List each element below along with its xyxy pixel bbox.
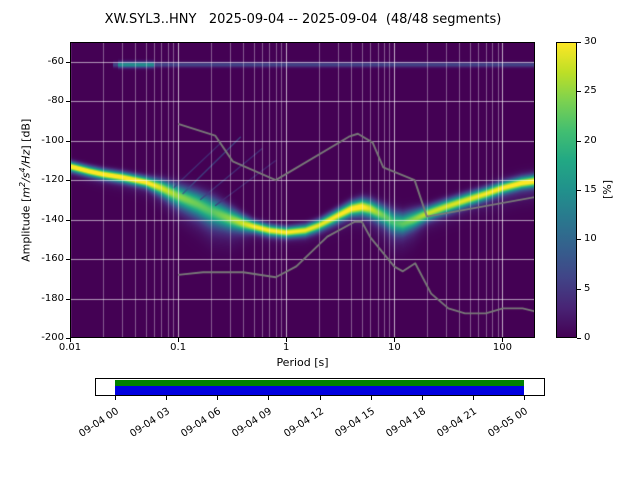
y-tick-mark — [66, 259, 70, 261]
y-axis-label-math: m — [19, 187, 33, 198]
timeline-tick-label-text: 09-04 12 — [281, 406, 326, 440]
x-tick-label: 0.1 — [170, 342, 187, 353]
colorbar-tick-label: 15 — [584, 184, 597, 195]
y-tick-mark — [66, 219, 70, 221]
colorbar-tick-mark — [577, 42, 581, 43]
timeline-tick-mark — [472, 396, 474, 400]
y-tick-mark — [66, 180, 70, 182]
timeline-tick-label-text: 09-04 00 — [77, 406, 121, 440]
timeline-tick-mark — [524, 396, 525, 400]
y-tick-mark — [66, 338, 70, 339]
y-tick-mark — [66, 298, 70, 300]
timeline-data-bar — [115, 386, 524, 395]
timeline-tick-mark — [370, 396, 372, 400]
x-tick-mark — [70, 338, 71, 342]
colorbar-tick-label: 5 — [584, 282, 591, 294]
y-tick-label: -120 — [41, 174, 64, 186]
ppsd-heatmap — [70, 42, 535, 338]
timeline-tick-mark — [268, 396, 270, 400]
y-tick-label: -80 — [47, 95, 64, 107]
timeline-tick-mark — [217, 396, 219, 400]
colorbar-frame — [556, 42, 577, 338]
x-tick-mark — [394, 338, 396, 342]
y-axis-label-math: /Hz — [19, 149, 33, 168]
timeline-tick-mark — [319, 396, 321, 400]
colorbar-tick-label: 10 — [584, 233, 597, 245]
y-tick-label: -160 — [41, 253, 64, 265]
timeline-tick-label-text: 09-05 00 — [486, 406, 530, 440]
x-tick-mark — [286, 338, 288, 342]
y-tick-label: -140 — [41, 213, 64, 225]
x-tick-mark — [178, 338, 180, 342]
timeline-tick-label-text: 09-04 03 — [128, 406, 173, 440]
colorbar-tick-mark — [577, 190, 581, 191]
colorbar-gradient — [557, 43, 576, 337]
timeline-tick-label-text: 09-04 06 — [179, 406, 224, 440]
colorbar-tick-mark — [577, 288, 581, 290]
timeline-tick-label-text: 09-04 18 — [384, 406, 428, 440]
colorbar-tick-mark — [577, 91, 581, 93]
x-tick-mark — [502, 338, 504, 342]
x-axis-label: Period [s] — [276, 356, 329, 369]
y-tick-mark — [66, 140, 70, 142]
y-tick-mark — [66, 61, 70, 63]
colorbar-label: [%] — [601, 179, 615, 200]
colorbar-tick-label: 25 — [584, 85, 597, 97]
timeline-coverage-bar — [115, 380, 524, 386]
y-tick-label: -100 — [41, 134, 64, 146]
colorbar-tick-label: 20 — [584, 134, 597, 146]
y-tick-mark — [66, 101, 70, 103]
colorbar-tick-mark — [577, 239, 581, 241]
y-axis-label-sup: 4 — [17, 167, 27, 173]
x-tick-label: 10 — [387, 342, 401, 353]
timeline-tick-label-text: 09-04 15 — [332, 406, 377, 440]
x-tick-label: 0.01 — [58, 342, 82, 353]
colorbar-tick-label: 0 — [584, 332, 591, 343]
colorbar-tick-label: 30 — [584, 36, 597, 47]
timeline-tick-label-text: 09-04 09 — [230, 406, 275, 440]
colorbar-tick-mark — [577, 338, 581, 339]
timeline-tick-mark — [115, 396, 116, 400]
y-tick-label: -180 — [41, 292, 64, 304]
x-tick-label: 1 — [283, 342, 290, 353]
timeline-tick-mark — [421, 396, 423, 400]
colorbar-tick-mark — [577, 140, 581, 142]
timeline-tick-mark — [166, 396, 168, 400]
chart-title: XW.SYL3..HNY 2025-09-04 -- 2025-09-04 (4… — [104, 12, 502, 27]
timeline-tick-label-text: 09-04 21 — [435, 406, 479, 440]
y-tick-label: -200 — [41, 332, 64, 343]
y-tick-label: -60 — [47, 55, 64, 67]
x-tick-label: 100 — [492, 342, 512, 353]
